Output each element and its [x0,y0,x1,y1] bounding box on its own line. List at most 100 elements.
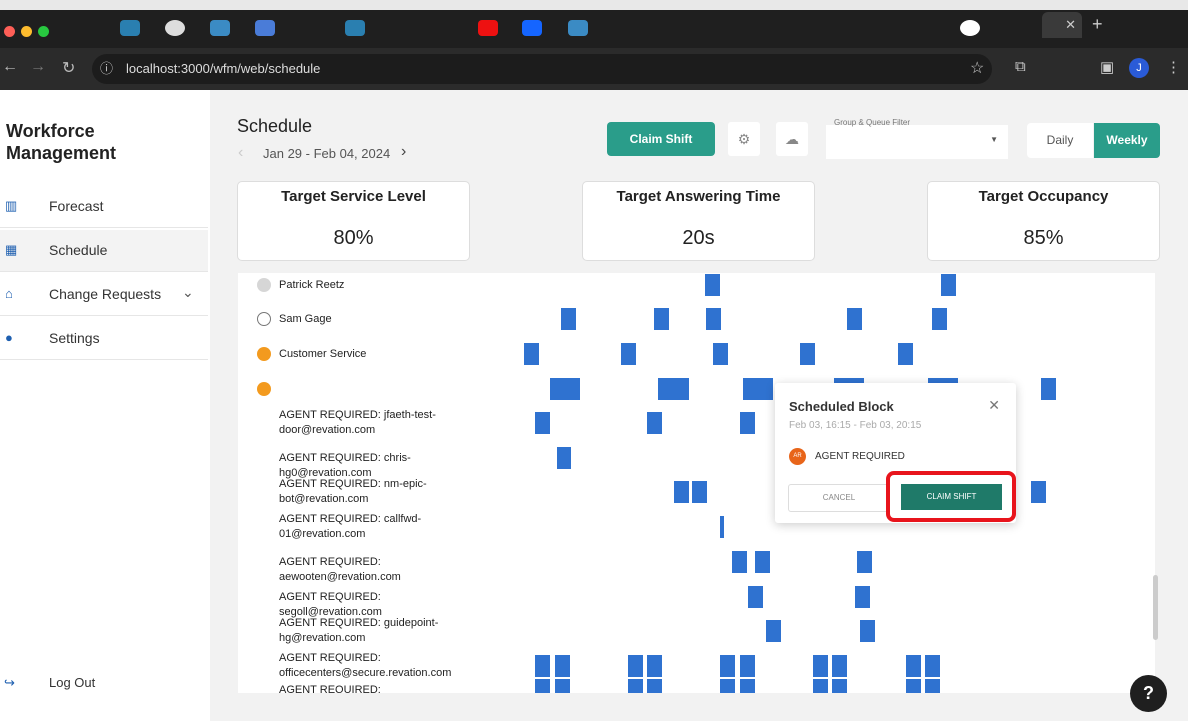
shift-block[interactable] [800,343,815,365]
sidebar-item-forecast[interactable]: ▥ Forecast [0,186,208,228]
browser-tab[interactable] [255,20,275,36]
shift-block[interactable] [832,655,847,677]
shift-block[interactable] [628,679,643,693]
close-icon[interactable]: ✕ [988,397,1000,413]
schedule-row: AGENT REQUIRED: guidepoint-hg@revation.c… [238,614,1155,648]
shift-block[interactable] [720,655,735,677]
shift-block[interactable] [720,679,735,693]
previous-week-icon[interactable]: ‹ [238,144,244,161]
extensions-icon[interactable]: ⧉ [1015,58,1026,75]
claim-shift-button[interactable]: Claim Shift [607,122,715,156]
shift-block[interactable] [857,551,872,573]
shift-block[interactable] [705,274,720,296]
close-window-button[interactable] [4,26,15,37]
settings-gear-icon[interactable]: ⚙ [728,122,760,156]
shift-block[interactable] [906,655,921,677]
schedule-row: AGENT REQUIRED: chris-hg0@revation.com [238,441,1155,479]
shift-block[interactable] [535,412,550,434]
shift-block[interactable] [743,378,773,400]
shift-block[interactable] [813,679,828,693]
browser-tab[interactable] [568,20,588,36]
logout-button[interactable]: ↪ Log Out [0,675,200,699]
next-week-icon[interactable]: › [401,143,407,160]
shift-block[interactable] [1031,481,1046,503]
sidepanel-icon[interactable]: ▣ [1100,59,1115,76]
browser-tab[interactable] [522,20,542,36]
reload-icon[interactable]: ↻ [62,60,76,77]
shift-block[interactable] [898,343,913,365]
row-label: AGENT REQUIRED: aewooten@revation.com [279,556,401,583]
shift-block[interactable] [647,679,662,693]
browser-tab[interactable] [960,20,980,36]
bookmark-star-icon[interactable]: ☆ [970,60,985,77]
profile-avatar[interactable]: J [1129,58,1149,78]
shift-block[interactable] [740,412,755,434]
browser-tab[interactable] [210,20,230,36]
shift-block[interactable] [755,551,770,573]
sidebar-item-settings[interactable]: ● Settings [0,318,208,360]
cloud-download-icon[interactable]: ☁ [776,122,808,156]
shift-block[interactable] [925,679,940,693]
minimize-window-button[interactable] [21,26,32,37]
schedule-row: AGENT REQUIRED: officecenters@secure.rev… [238,649,1155,683]
shift-block[interactable] [561,308,576,330]
shift-block[interactable] [832,679,847,693]
shift-block[interactable] [550,378,580,400]
shift-block[interactable] [658,378,689,400]
active-tab-close-icon[interactable]: ✕ [1042,12,1082,38]
browser-tab[interactable] [345,20,365,36]
shift-block[interactable] [906,679,921,693]
shift-block[interactable] [941,274,956,296]
shift-block[interactable] [860,620,875,642]
help-button[interactable]: ? [1130,675,1167,712]
browser-tab[interactable] [120,20,140,36]
daily-view-toggle[interactable]: Daily [1027,123,1093,158]
shift-block[interactable] [732,551,747,573]
forward-icon[interactable]: → [30,58,46,75]
shift-block[interactable] [847,308,862,330]
shift-block[interactable] [925,655,940,677]
shift-block[interactable] [1041,378,1056,400]
shift-block[interactable] [654,308,669,330]
shift-block[interactable] [555,679,570,693]
popup-claim-shift-button[interactable]: CLAIM SHIFT [901,484,1002,510]
shift-block[interactable] [674,481,689,503]
shift-block[interactable] [740,679,755,693]
shift-block[interactable] [647,655,662,677]
browser-tab[interactable] [165,20,185,36]
app-brand: Workforce Management [6,121,117,163]
browser-tab[interactable] [478,20,498,36]
group-queue-filter[interactable]: Group & Queue Filter ▼ [826,118,1008,159]
shift-block[interactable] [557,447,571,469]
shift-block[interactable] [766,620,781,642]
maximize-window-button[interactable] [38,26,49,37]
shift-block[interactable] [740,655,755,677]
agent-name: AGENT REQUIRED [815,451,905,462]
shift-block[interactable] [524,343,539,365]
sidebar-item-schedule[interactable]: ▦ Schedule [0,230,208,272]
browser-menu-icon[interactable]: ⋮ [1166,59,1181,76]
filter-label: Group & Queue Filter [834,118,911,127]
shift-block[interactable] [535,679,550,693]
url-field[interactable]: ⓘ localhost:3000/wfm/web/schedule [92,54,992,84]
back-icon[interactable]: ← [2,58,18,75]
shift-block[interactable] [647,412,662,434]
cancel-button[interactable]: CANCEL [788,484,890,512]
shift-block[interactable] [692,481,707,503]
sidebar-item-change-requests[interactable]: ⌂ Change Requests ⌄ [0,274,208,316]
shift-block[interactable] [555,655,570,677]
site-info-icon[interactable]: ⓘ [100,61,114,76]
shift-block[interactable] [713,343,728,365]
weekly-view-toggle[interactable]: Weekly [1094,123,1160,158]
shift-block[interactable] [932,308,947,330]
scrollbar[interactable] [1153,575,1158,640]
new-tab-button[interactable]: + [1092,14,1103,34]
shift-block[interactable] [621,343,636,365]
shift-block[interactable] [855,586,870,608]
shift-block[interactable] [706,308,721,330]
shift-block[interactable] [720,516,724,538]
shift-block[interactable] [748,586,763,608]
shift-block[interactable] [813,655,828,677]
shift-block[interactable] [628,655,643,677]
shift-block[interactable] [535,655,550,677]
